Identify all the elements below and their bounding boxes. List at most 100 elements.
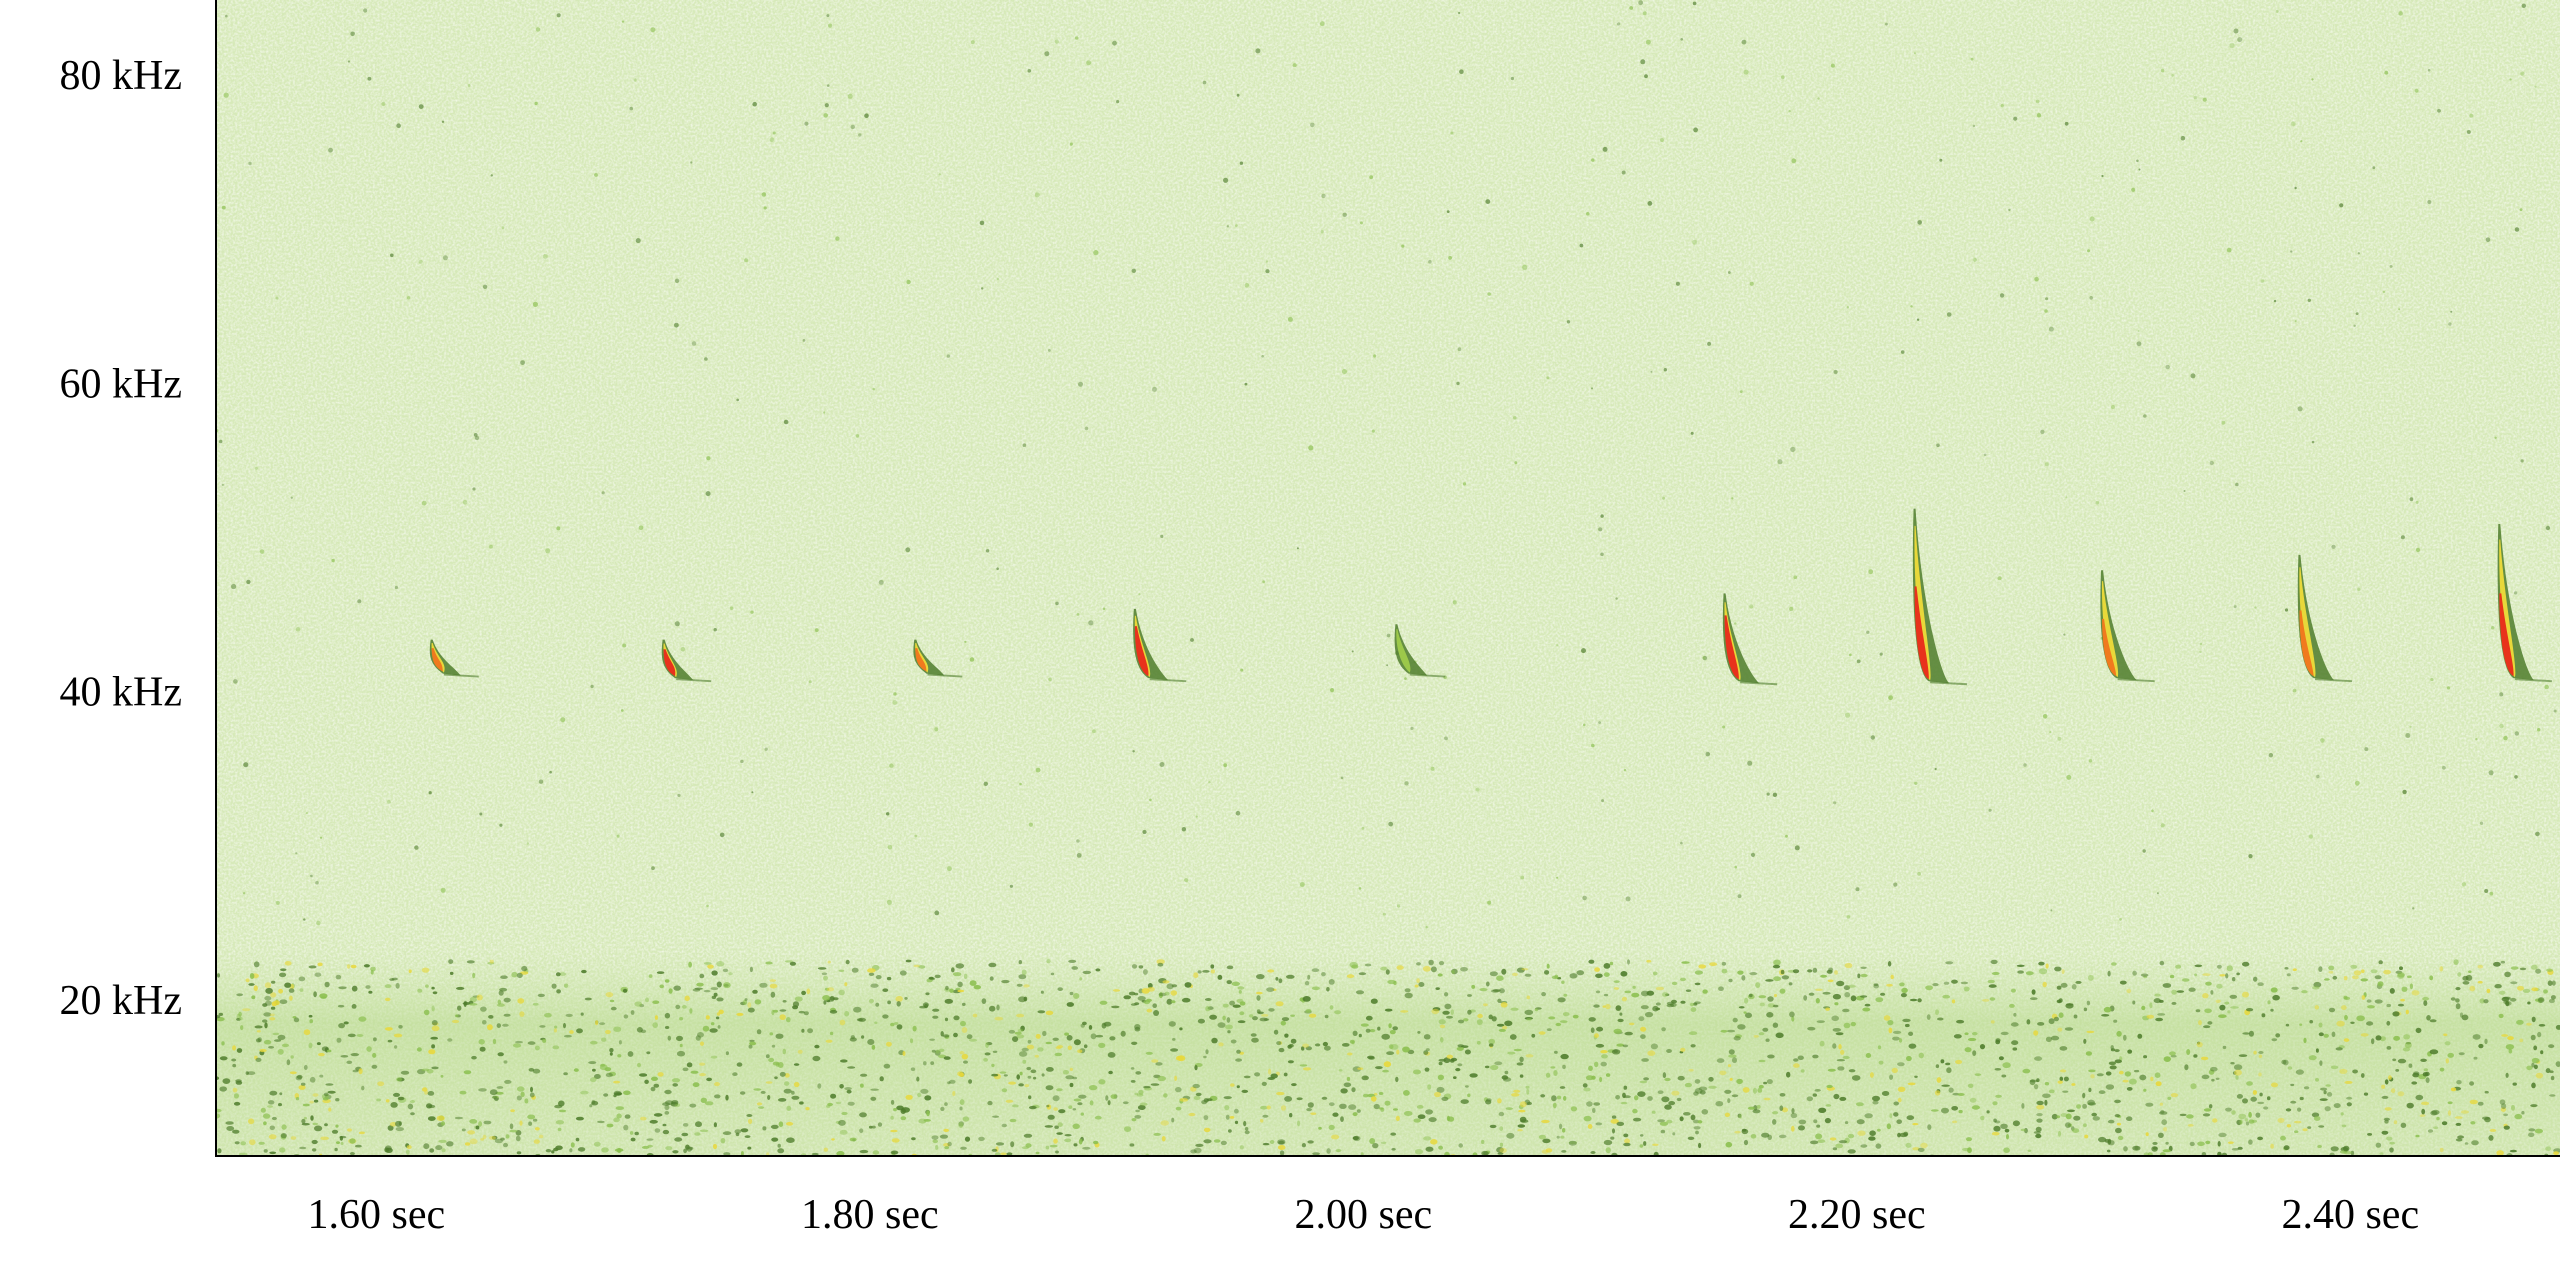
noise-speck — [1661, 1096, 1670, 1103]
noise-speck — [1752, 1087, 1758, 1094]
noise-speck — [1588, 1017, 1596, 1022]
noise-speck — [1383, 1061, 1392, 1068]
noise-speck — [1157, 1075, 1166, 1082]
noise-speck — [1340, 776, 1344, 780]
noise-speck — [886, 812, 890, 816]
noise-speck — [2363, 1092, 2369, 1096]
noise-speck — [2071, 1083, 2076, 1086]
noise-speck — [1485, 199, 1491, 205]
noise-speck — [1601, 799, 1605, 803]
noise-speck — [2246, 1081, 2253, 1086]
noise-speck — [1951, 979, 1958, 984]
noise-speck — [716, 997, 724, 1002]
noise-speck — [1791, 1108, 1795, 1114]
noise-speck — [957, 981, 963, 988]
noise-speck — [2331, 544, 2336, 549]
noise-speck — [242, 1008, 251, 1012]
noise-speck — [2313, 1116, 2321, 1121]
noise-speck — [2500, 1107, 2506, 1112]
noise-speck — [542, 1038, 547, 1043]
noise-speck — [1166, 998, 1173, 1005]
noise-speck — [1813, 1119, 1818, 1124]
noise-speck — [1650, 370, 1653, 373]
noise-speck — [1594, 1033, 1599, 1038]
noise-speck — [1639, 1134, 1644, 1137]
noise-speck — [2194, 973, 2198, 977]
call-tail — [1149, 678, 1187, 683]
noise-speck — [696, 982, 704, 987]
noise-speck — [1244, 382, 1248, 386]
noise-speck — [497, 1052, 504, 1057]
noise-speck — [1202, 970, 1210, 973]
noise-speck — [499, 987, 508, 992]
noise-speck — [905, 959, 912, 963]
noise-speck — [516, 972, 523, 979]
noise-speck — [2459, 1012, 2464, 1018]
noise-speck — [1707, 341, 1712, 346]
noise-speck — [1044, 51, 1050, 57]
noise-speck — [1048, 677, 1052, 682]
noise-speck — [1170, 1048, 1179, 1052]
noise-speck — [2270, 1082, 2279, 1088]
noise-speck — [1023, 996, 1028, 1002]
noise-speck — [335, 1098, 340, 1102]
noise-speck — [1138, 593, 1141, 596]
noise-speck — [2169, 974, 2175, 979]
noise-speck — [594, 1074, 601, 1079]
noise-speck — [478, 1088, 487, 1092]
noise-speck — [2397, 1003, 2405, 1007]
noise-speck — [1812, 1054, 1819, 1059]
noise-speck — [1024, 1084, 1030, 1088]
noise-speck — [2303, 1086, 2310, 1090]
noise-speck — [1941, 1107, 1949, 1114]
noise-speck — [327, 1090, 336, 1094]
noise-speck — [1747, 1106, 1755, 1110]
noise-speck — [2307, 1126, 2312, 1129]
noise-speck — [1628, 1022, 1635, 1026]
noise-speck — [2116, 1122, 2122, 1126]
noise-speck — [1090, 1033, 1097, 1040]
noise-speck — [350, 1053, 359, 1057]
noise-speck — [1459, 69, 1464, 74]
noise-speck — [1076, 839, 1080, 843]
noise-speck — [1299, 1064, 1308, 1067]
noise-speck — [968, 1038, 978, 1042]
noise-speck — [1439, 1024, 1446, 1029]
noise-speck — [2409, 983, 2413, 990]
noise-speck — [1382, 1069, 1389, 1073]
noise-speck — [2488, 1135, 2494, 1141]
noise-speck — [736, 398, 739, 402]
noise-speck — [2510, 966, 2519, 970]
noise-speck — [2477, 980, 2483, 984]
noise-speck — [1870, 735, 1876, 740]
noise-speck — [1430, 766, 1435, 771]
noise-speck — [2145, 1132, 2149, 1137]
noise-speck — [875, 1002, 880, 1007]
noise-speck — [1054, 1125, 1059, 1129]
noise-speck — [1072, 1123, 1080, 1130]
noise-speck — [242, 892, 246, 895]
noise-speck — [1513, 1089, 1521, 1093]
noise-speck — [1588, 959, 1595, 964]
noise-speck — [234, 1141, 240, 1145]
noise-speck — [1088, 1025, 1093, 1030]
noise-speck — [1352, 1030, 1358, 1037]
noise-speck — [1279, 1150, 1285, 1156]
noise-speck — [313, 991, 317, 998]
noise-speck — [1392, 1026, 1398, 1031]
noise-speck — [479, 812, 483, 816]
noise-speck — [651, 866, 655, 871]
noise-speck — [2343, 995, 2348, 1000]
noise-speck — [1844, 712, 1851, 718]
noise-speck — [1450, 1009, 1455, 1015]
noise-speck — [784, 960, 794, 963]
echolocation-call — [1722, 593, 1778, 686]
noise-speck — [2388, 1075, 2392, 1080]
noise-speck — [616, 834, 620, 838]
noise-speck — [786, 1017, 791, 1023]
noise-speck — [347, 1128, 352, 1132]
noise-speck — [2315, 1078, 2319, 1082]
noise-speck — [601, 491, 605, 495]
echolocation-call — [913, 639, 963, 678]
call-peak-energy — [2499, 593, 2514, 677]
